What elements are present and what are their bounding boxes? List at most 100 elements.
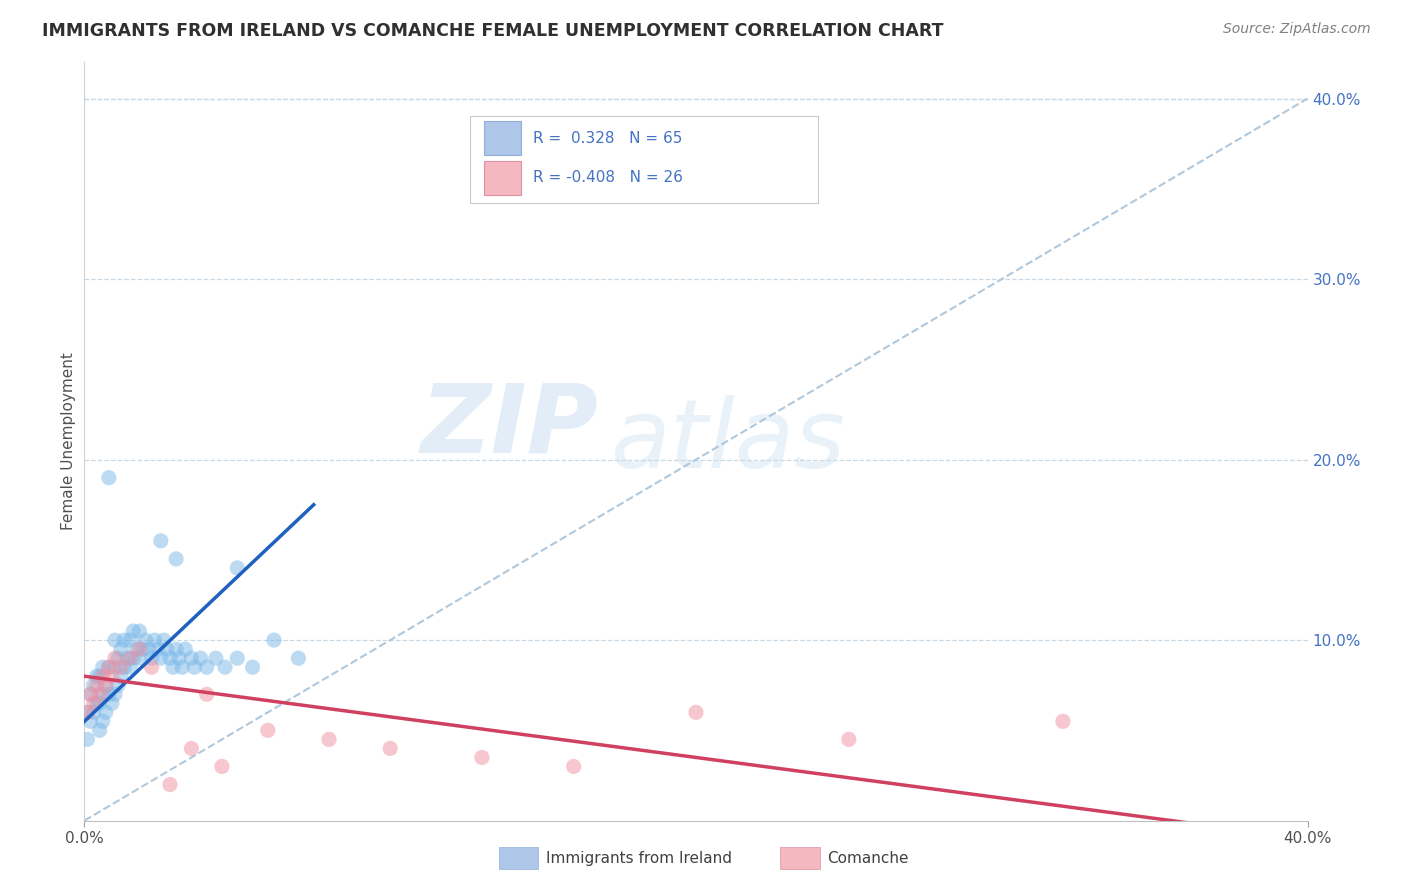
Point	[562, 759, 585, 773]
Point	[128, 651, 150, 665]
Text: Immigrants from Ireland: Immigrants from Ireland	[546, 851, 731, 865]
Text: ZIP: ZIP	[420, 380, 598, 473]
Point	[167, 651, 190, 665]
Point	[153, 633, 176, 648]
Point	[838, 732, 860, 747]
Point	[83, 678, 105, 692]
Point	[162, 660, 184, 674]
Point	[146, 642, 169, 657]
Point	[205, 651, 228, 665]
Point	[165, 642, 187, 657]
Point	[180, 651, 202, 665]
Point	[110, 642, 132, 657]
Point	[195, 660, 218, 674]
Point	[86, 669, 108, 683]
Point	[89, 723, 111, 738]
Point	[83, 706, 105, 720]
Point	[122, 651, 145, 665]
Point	[79, 714, 101, 729]
Point	[94, 678, 117, 692]
Point	[94, 706, 117, 720]
Point	[107, 678, 129, 692]
Point	[104, 687, 127, 701]
Point	[257, 723, 280, 738]
Point	[91, 714, 114, 729]
Point	[135, 633, 157, 648]
Point	[97, 660, 120, 674]
Point	[89, 687, 111, 701]
Point	[143, 633, 166, 648]
Point	[149, 651, 172, 665]
Point	[318, 732, 340, 747]
Point	[120, 651, 142, 665]
Point	[104, 660, 127, 674]
Point	[120, 660, 142, 674]
Point	[86, 678, 108, 692]
Point	[86, 696, 108, 710]
FancyBboxPatch shape	[470, 115, 818, 202]
Point	[131, 642, 153, 657]
Point	[97, 470, 120, 484]
Point	[138, 642, 160, 657]
Point	[128, 642, 150, 657]
Point	[190, 651, 212, 665]
Point	[97, 660, 120, 674]
Point	[76, 732, 98, 747]
Text: atlas: atlas	[610, 395, 845, 488]
Point	[172, 660, 194, 674]
Point	[94, 678, 117, 692]
Y-axis label: Female Unemployment: Female Unemployment	[60, 352, 76, 531]
Point	[287, 651, 309, 665]
Point	[128, 624, 150, 639]
Text: R = -0.408   N = 26: R = -0.408 N = 26	[533, 170, 683, 186]
Text: Comanche: Comanche	[827, 851, 908, 865]
Text: R =  0.328   N = 65: R = 0.328 N = 65	[533, 131, 683, 145]
Point	[141, 651, 163, 665]
Text: Source: ZipAtlas.com: Source: ZipAtlas.com	[1223, 22, 1371, 37]
Point	[214, 660, 236, 674]
Point	[159, 778, 181, 792]
Point	[183, 660, 205, 674]
Point	[149, 533, 172, 548]
Point	[110, 660, 132, 674]
Point	[226, 561, 249, 575]
Point	[195, 687, 218, 701]
Point	[180, 741, 202, 756]
Point	[101, 696, 124, 710]
Point	[115, 651, 138, 665]
Point	[104, 633, 127, 648]
Point	[211, 759, 233, 773]
Point	[263, 633, 285, 648]
Point	[125, 642, 148, 657]
Point	[1052, 714, 1074, 729]
Point	[91, 669, 114, 683]
Point	[76, 706, 98, 720]
Point	[104, 651, 127, 665]
Point	[112, 660, 135, 674]
Point	[112, 633, 135, 648]
Point	[165, 552, 187, 566]
Point	[110, 669, 132, 683]
Point	[122, 624, 145, 639]
Text: IMMIGRANTS FROM IRELAND VS COMANCHE FEMALE UNEMPLOYMENT CORRELATION CHART: IMMIGRANTS FROM IRELAND VS COMANCHE FEMA…	[42, 22, 943, 40]
Point	[97, 687, 120, 701]
FancyBboxPatch shape	[484, 161, 522, 194]
Point	[76, 706, 98, 720]
Point	[79, 687, 101, 701]
Point	[101, 669, 124, 683]
Point	[156, 642, 179, 657]
Point	[242, 660, 264, 674]
Point	[89, 696, 111, 710]
Point	[120, 633, 142, 648]
Point	[141, 660, 163, 674]
Point	[91, 687, 114, 701]
FancyBboxPatch shape	[484, 121, 522, 155]
Point	[380, 741, 402, 756]
Point	[471, 750, 494, 764]
Point	[91, 660, 114, 674]
Point	[79, 687, 101, 701]
Point	[226, 651, 249, 665]
Point	[107, 651, 129, 665]
Point	[83, 696, 105, 710]
Point	[174, 642, 197, 657]
